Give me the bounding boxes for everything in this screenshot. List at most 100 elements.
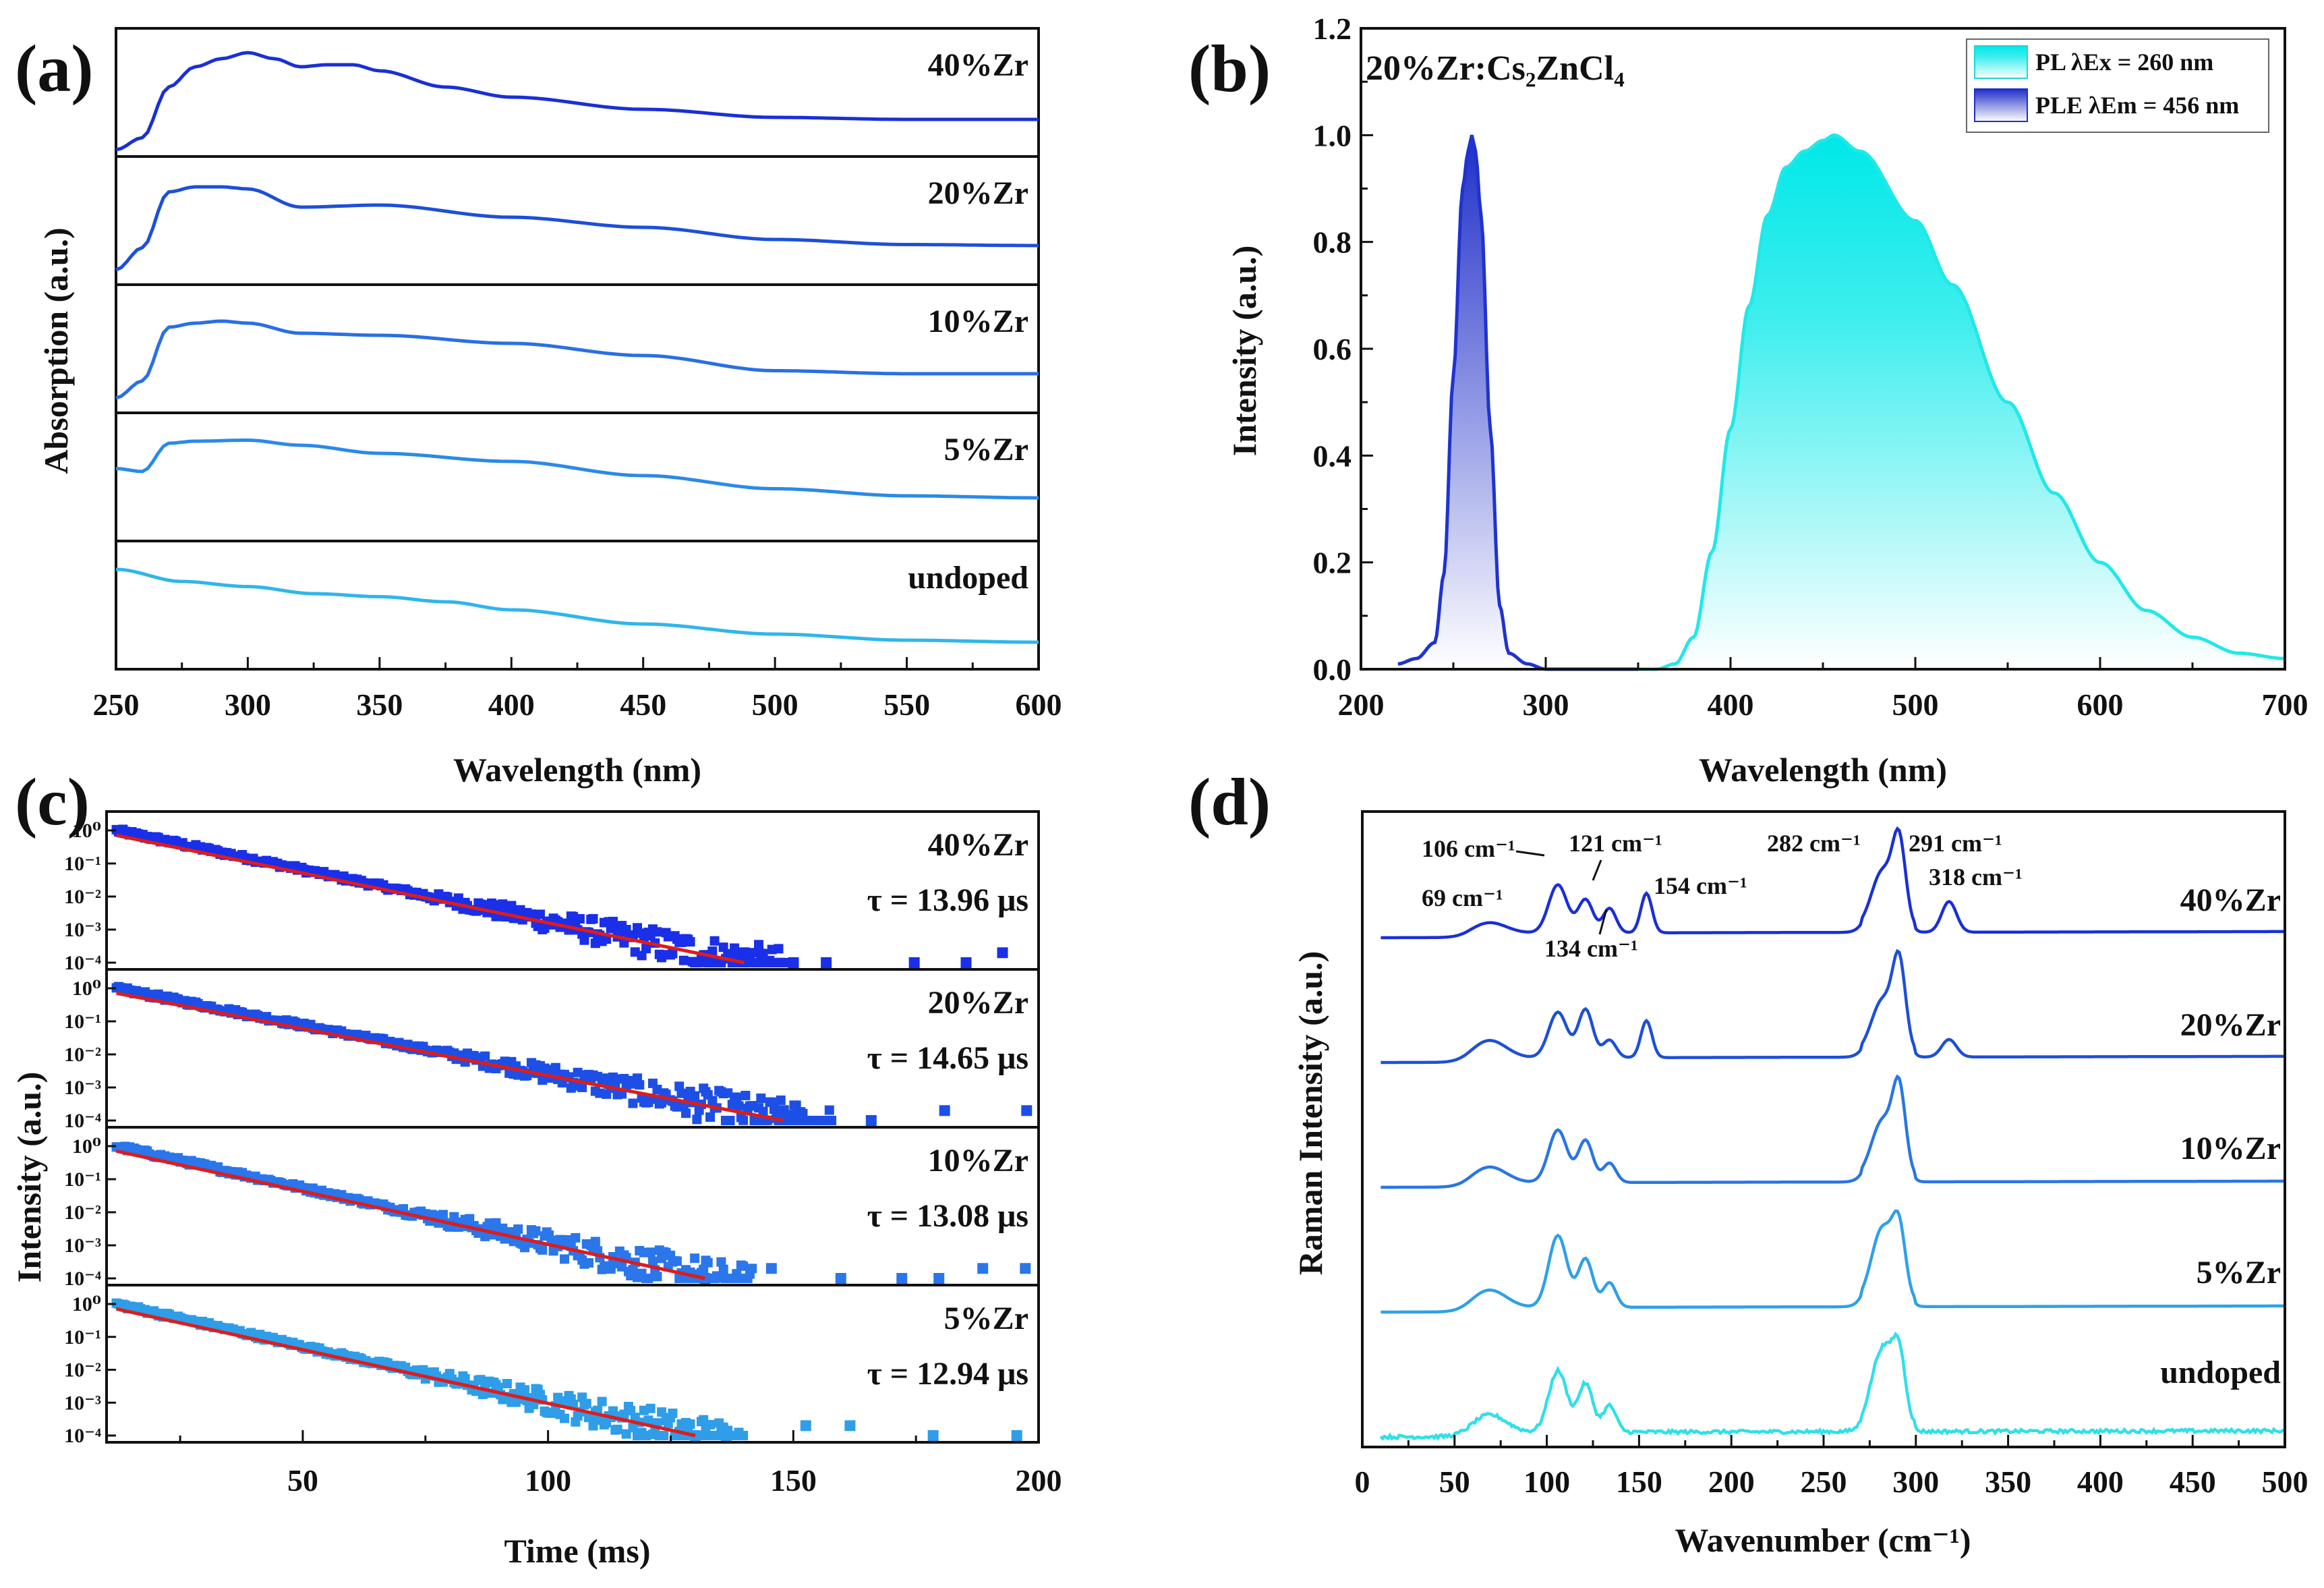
x-tick-label: 50	[287, 1463, 318, 1498]
decay-point	[705, 1112, 716, 1122]
panel-b-letter: (b)	[1188, 31, 1271, 106]
panel-b-legend: PL λEx = 260 nm PLE λEm = 456 nm	[1966, 38, 2269, 133]
decay-point	[498, 899, 508, 909]
panel-c-letter: (c)	[15, 764, 90, 839]
panel-b: (b) Intensity (a.u.) 200 300 400 500 600 700 0…	[1188, 11, 2308, 789]
lifetime-label-5pctZr: τ = 12.94 μs	[867, 1356, 1028, 1392]
decay-point	[1020, 1263, 1031, 1274]
peak-label-318: 318 cm⁻¹	[1929, 863, 2023, 890]
x-tick-label: 100	[525, 1463, 571, 1498]
decay-point	[612, 1424, 622, 1434]
series-label-20pctZr: 20%Zr	[2180, 1007, 2281, 1043]
y-tick-label: 10⁻¹	[64, 1011, 101, 1033]
peak-label-134: 134 cm⁻¹	[1544, 935, 1638, 962]
area-pl	[1638, 135, 2285, 670]
decay-point	[635, 1080, 645, 1090]
decay-point	[668, 1409, 678, 1419]
decay-point	[723, 1088, 733, 1098]
peak-arrow-121	[1592, 859, 1602, 881]
x-tick-label: 250	[1801, 1465, 1847, 1499]
raman-spectrum-5pctZr	[1381, 1209, 2285, 1314]
y-tick-label: 10⁻³	[64, 919, 101, 941]
x-tick-label: 400	[1708, 687, 1754, 722]
series-label-undoped: undoped	[2160, 1355, 2281, 1390]
absorption-curve-undoped	[115, 567, 1039, 644]
decay-point	[652, 1272, 662, 1282]
x-tick-label: 300	[225, 687, 271, 722]
y-tick-label: 10⁻²	[64, 1359, 101, 1382]
panel-b-xlabel: Wavelength (nm)	[1699, 751, 1947, 789]
decay-point	[997, 947, 1008, 959]
y-tick-label: 0.2	[1313, 546, 1352, 580]
decay-point	[718, 1264, 728, 1274]
decay-point	[584, 1258, 594, 1268]
panel-d: (d) Raman Intensity (a.u.) 40%Zr 20%Zr 10%…	[1188, 764, 2308, 1559]
series-label-10pctZr: 10%Zr	[928, 1143, 1028, 1179]
y-tick-label: 10⁻⁴	[64, 1268, 101, 1290]
y-tick-label: 10⁻¹	[64, 1326, 101, 1349]
series-label-5pctZr: 5%Zr	[944, 432, 1028, 467]
decay-point	[480, 1051, 490, 1061]
decay-point	[692, 1114, 702, 1125]
x-tick-label: 350	[1985, 1465, 2031, 1499]
decay-point	[758, 1106, 768, 1116]
panel-d-plot: 40%Zr 20%Zr 10%Zr 5%Zr undoped	[1379, 826, 2286, 1442]
decay-point	[690, 1091, 700, 1101]
panel-a-letter: (a)	[15, 31, 94, 106]
decay-point	[765, 1263, 777, 1274]
decay-point	[678, 955, 689, 965]
line-ple	[1397, 134, 1638, 671]
y-tick-label: 10⁻⁴	[64, 952, 101, 974]
decay-point	[575, 913, 585, 924]
decay-point	[703, 1257, 713, 1268]
decay-scatter-20pctZr	[111, 982, 1033, 1126]
decay-point	[581, 1398, 591, 1409]
x-tick-label: 0	[1355, 1465, 1370, 1499]
legend-pl-label: PL λEx = 260 nm	[2035, 49, 2213, 76]
lifetime-label-20pctZr: τ = 14.65 μs	[867, 1040, 1028, 1076]
decay-point	[628, 1098, 638, 1108]
decay-point	[827, 1116, 837, 1125]
decay-point	[641, 944, 651, 954]
y-tick-label: 10⁻²	[64, 1044, 101, 1066]
peak-label-154: 154 cm⁻¹	[1654, 872, 1747, 899]
x-tick-label: 200	[1338, 687, 1385, 722]
x-tick-label: 250	[93, 687, 140, 722]
decay-point	[685, 937, 695, 947]
decay-point	[559, 1413, 569, 1423]
decay-point	[709, 936, 720, 946]
panel-b-plot	[1397, 133, 2286, 671]
legend-ple-swatch	[1974, 88, 2028, 122]
decay-point	[645, 1403, 656, 1413]
decay-point	[896, 1273, 908, 1284]
area-ple	[1397, 135, 1638, 670]
decay-point	[747, 948, 757, 958]
peak-label-106: 106 cm⁻¹	[1422, 835, 1515, 862]
decay-scatter-5pctZr	[111, 1298, 1022, 1441]
x-tick-label: 500	[1892, 687, 1939, 722]
y-tick-label: 10⁻³	[64, 1235, 101, 1257]
raman-spectrum-40pctZr	[1381, 826, 2285, 940]
panel-a-xaxis: 250 300 350 400 450 500 550 600	[93, 657, 1062, 722]
panel-d-peak-annotations: 69 cm⁻¹ 106 cm⁻¹ 121 cm⁻¹ 134 cm⁻¹ 154 c…	[1422, 830, 2023, 962]
panel-d-letter: (d)	[1188, 764, 1271, 839]
decay-point	[738, 947, 750, 959]
decay-point	[513, 1224, 523, 1235]
absorption-curve-5pctZr	[115, 438, 1039, 500]
raman-spectrum-20pctZr	[1381, 948, 2285, 1065]
decay-point	[800, 1420, 811, 1431]
y-tick-label: 1.2	[1313, 11, 1352, 46]
series-label-10pctZr: 10%Zr	[928, 304, 1028, 339]
decay-point	[927, 1430, 939, 1441]
series-label-40pctZr: 40%Zr	[928, 47, 1028, 83]
x-tick-label: 200	[1016, 1463, 1062, 1498]
panel-b-ylabel: Intensity (a.u.)	[1225, 246, 1263, 457]
decay-point	[824, 1105, 834, 1115]
absorption-curve-10pctZr	[115, 319, 1039, 400]
series-label-5pctZr: 5%Zr	[944, 1301, 1028, 1336]
decay-point	[754, 940, 764, 950]
y-tick-label: 10⁰	[72, 820, 101, 842]
x-tick-label: 100	[1523, 1465, 1570, 1499]
decay-point	[685, 1419, 695, 1429]
x-tick-label: 400	[488, 687, 535, 722]
